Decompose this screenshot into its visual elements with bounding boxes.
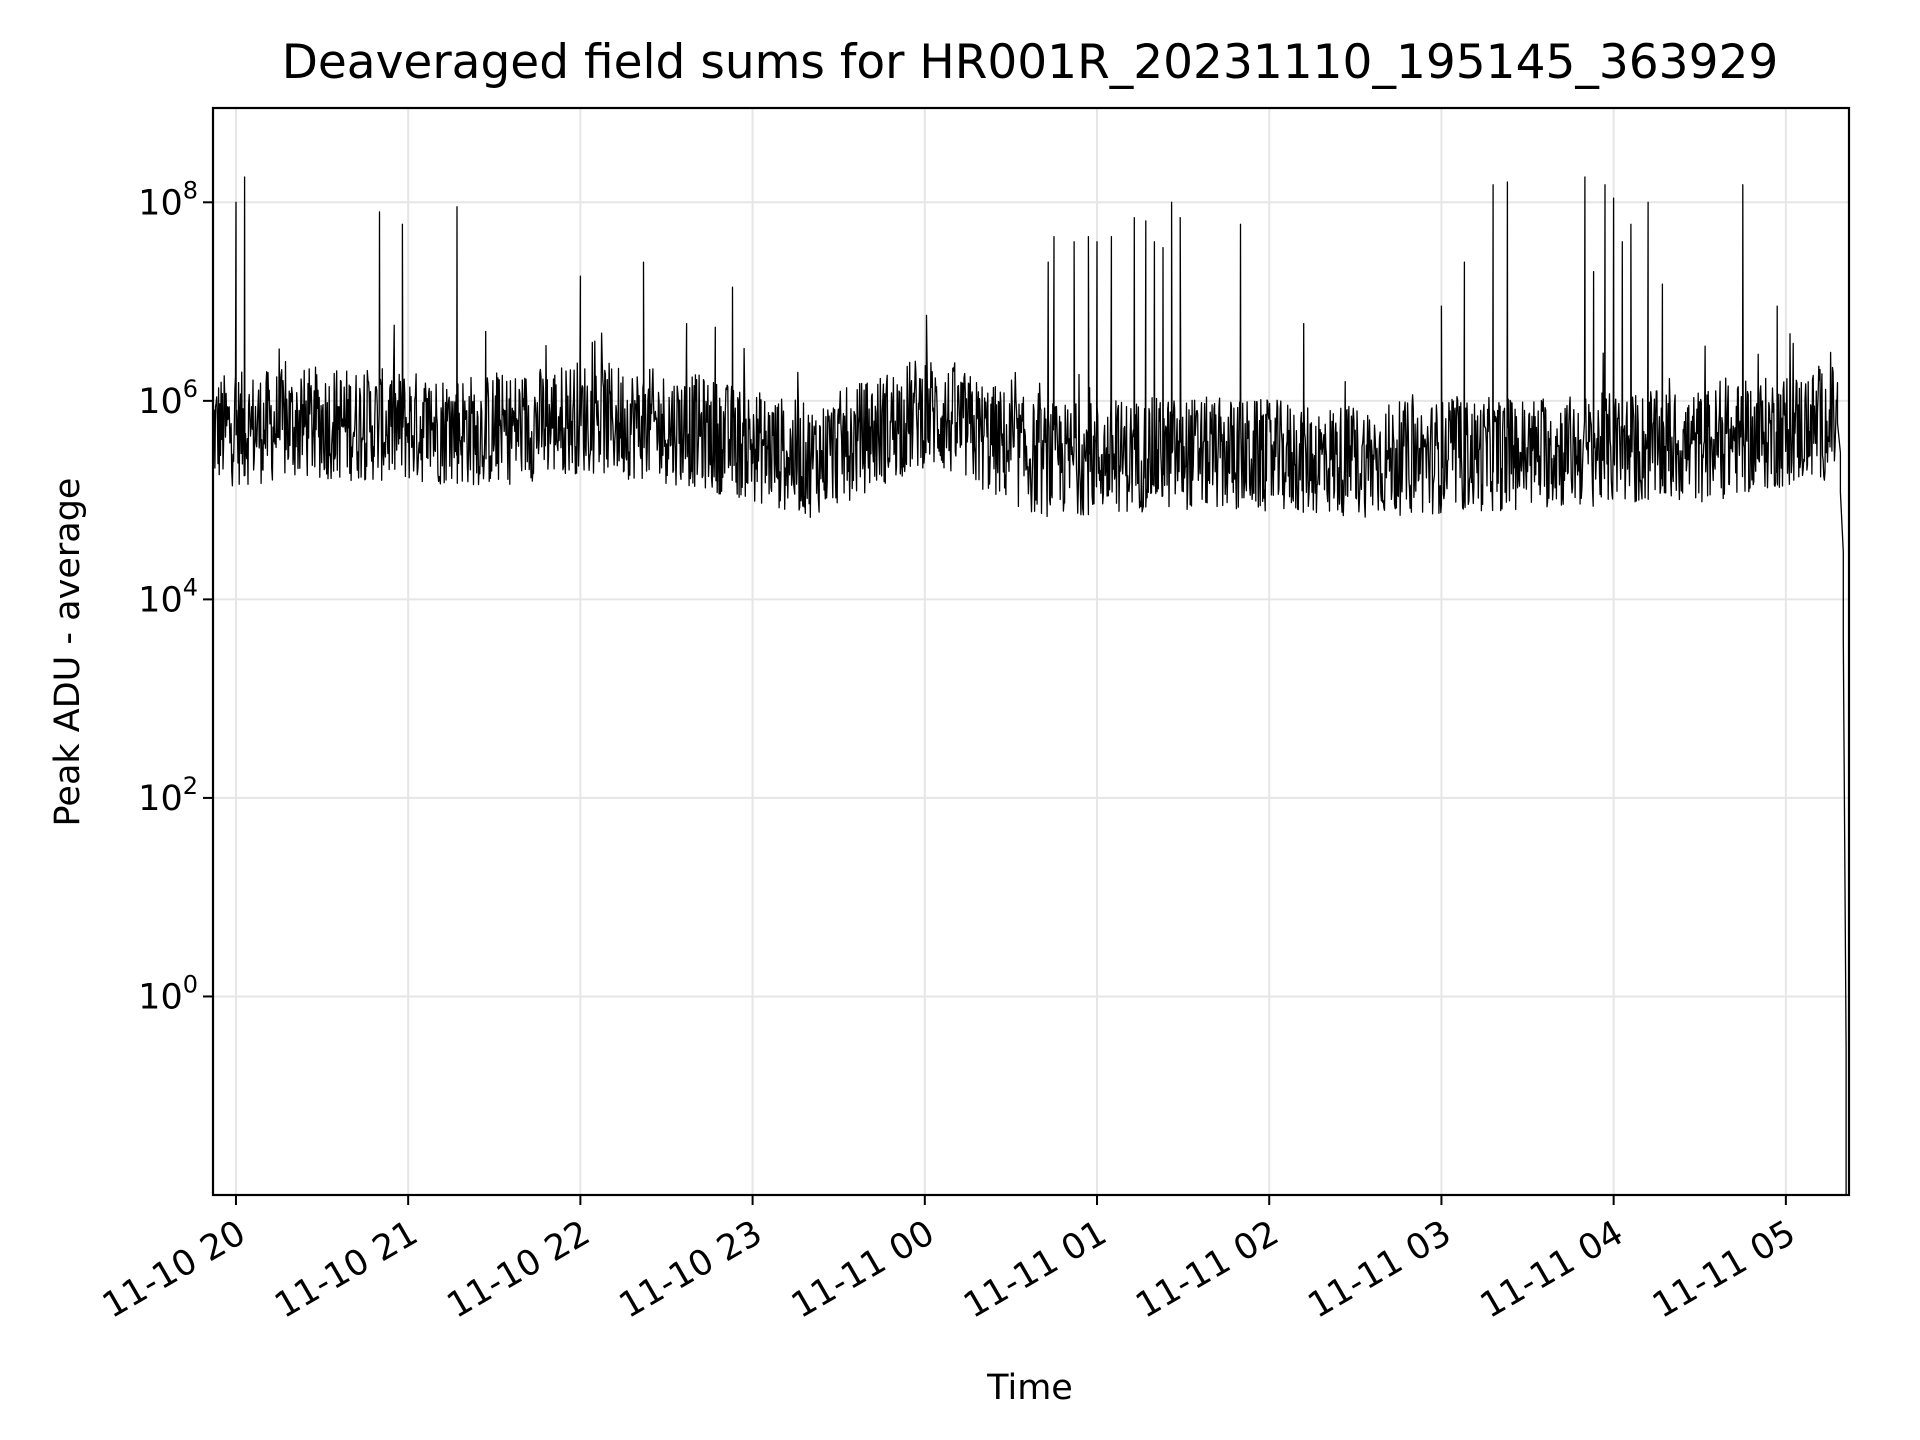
y-tick-label: 102 [138,772,198,819]
y-tick-base: 10 [138,977,183,1017]
y-tick-label: 104 [138,573,198,620]
y-tick-base: 10 [138,382,183,422]
x-axis-label: Time [986,1368,1073,1408]
y-tick-label: 100 [138,970,198,1017]
y-axis-label: Peak ADU - average [48,478,88,827]
y-tick-base: 10 [138,779,183,819]
y-tick-label: 106 [138,375,198,422]
y-tick-base: 10 [138,580,183,620]
y-tick-exponent: 4 [183,573,198,601]
y-tick-exponent: 0 [183,970,198,998]
y-tick-label: 108 [138,176,198,223]
y-tick-exponent: 8 [183,176,198,204]
y-tick-base: 10 [138,183,183,223]
y-tick-exponent: 6 [183,375,198,403]
chart-title: Deaveraged field sums for HR001R_2023111… [282,35,1779,90]
series-line [212,176,1847,1196]
series [212,176,1847,1196]
y-tick-exponent: 2 [183,772,198,800]
plot-frame [211,106,1851,1197]
